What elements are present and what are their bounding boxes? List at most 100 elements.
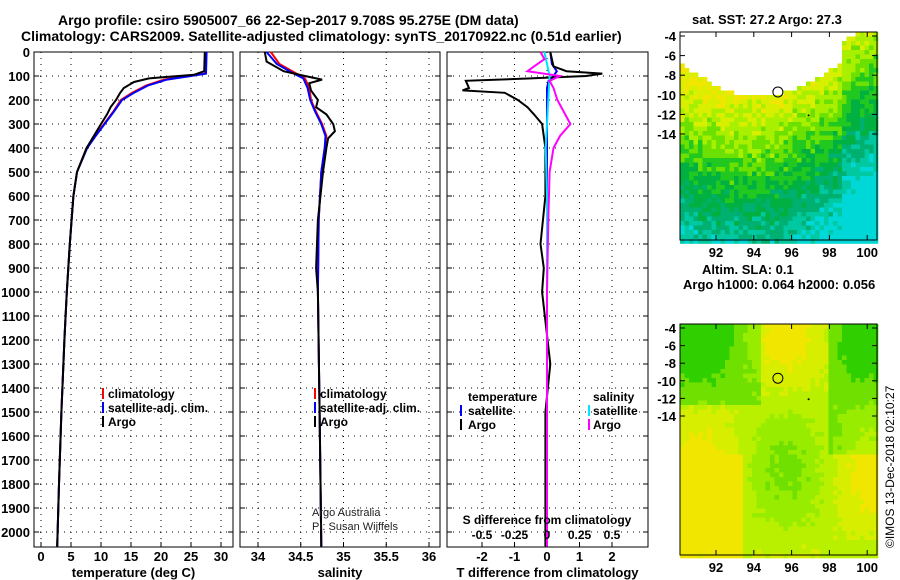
map-cell [738,549,744,554]
map-cell [680,239,685,244]
map-cell [824,522,829,527]
map-cell [788,387,793,392]
map-cell [707,81,712,87]
map-cell [833,441,838,446]
map-cell [837,117,843,123]
map-cell [752,544,757,550]
map-cell [797,378,802,383]
map-cell [725,468,730,473]
map-cell [752,203,757,208]
map-cell [720,355,726,361]
map-cell [815,337,820,343]
map-cell [779,212,784,217]
map-cell [824,495,829,500]
map-cell [833,225,838,231]
map-cell [729,131,735,136]
map-cell [693,180,699,186]
map-cell [765,549,771,554]
map-cell [734,481,739,487]
map-cell [833,81,838,87]
map-cell [711,396,717,401]
map-cell [873,468,879,473]
map-cell [797,526,802,532]
map-cell [842,50,847,55]
map-cell [842,409,847,415]
map-cell [869,234,874,240]
map-cell [810,140,816,145]
map-cell [734,414,739,419]
map-cell [761,454,766,460]
map-cell [725,198,730,204]
map-cell [806,513,811,518]
map-cell [770,225,775,231]
map-cell [761,108,766,114]
map-cell [824,477,829,482]
map-cell [774,234,780,240]
map-cell [842,225,847,231]
map-cell [819,346,825,352]
map-cell [819,221,825,226]
map-cell [684,221,690,226]
map-cell [779,162,784,168]
map-cell [851,176,856,181]
map-cell [765,535,771,541]
map-cell [797,486,802,491]
map-cell [684,423,690,428]
map-cell [792,387,798,392]
map-cell [684,108,690,114]
map-cell [864,418,870,424]
map-cell [815,167,820,172]
map-cell [729,198,735,204]
map-cell [864,108,870,114]
map-cell [842,382,847,388]
map-cell [707,149,712,154]
map-cell [774,131,780,136]
map-cell [828,108,834,114]
map-cell [788,450,793,455]
map-cell [774,436,780,442]
map-cell [756,158,762,163]
map-cell [819,81,825,87]
map-cell [680,162,685,168]
map-cell [684,414,690,419]
map-cell [797,104,802,109]
map-cell [846,108,852,114]
map-cell [819,117,825,123]
map-cell [698,414,703,419]
map-cell [801,418,807,424]
map-cell [711,351,717,356]
map-cell [855,72,861,78]
map-cell [869,32,874,37]
map-cell [698,427,703,433]
map-cell [851,427,856,433]
map-cell [792,355,798,361]
map-cell [680,360,685,365]
map-cell [783,90,789,96]
map-cell [729,167,735,172]
map-cell [711,144,717,150]
map-cell [806,423,811,428]
map-cell [797,113,802,118]
map-cell [734,391,739,397]
map-cell [810,324,816,329]
map-cell [833,108,838,114]
map-cell [698,189,703,195]
map-cell [833,436,838,442]
map-cell [837,346,843,352]
map-cell [693,364,699,370]
map-cell [693,373,699,379]
map-cell [725,149,730,154]
map-cell [752,324,757,329]
map-cell [824,553,829,559]
map-cell [869,504,874,509]
x2-tick-label: 0.5 [604,528,621,542]
map-cell [873,149,879,154]
map-cell [815,423,820,428]
map-cell [842,364,847,370]
map-cell [680,77,685,82]
map-cell [855,180,861,186]
map-cell [860,369,865,374]
map-cell [828,553,834,559]
map-cell [707,239,712,244]
map-cell [747,153,753,159]
